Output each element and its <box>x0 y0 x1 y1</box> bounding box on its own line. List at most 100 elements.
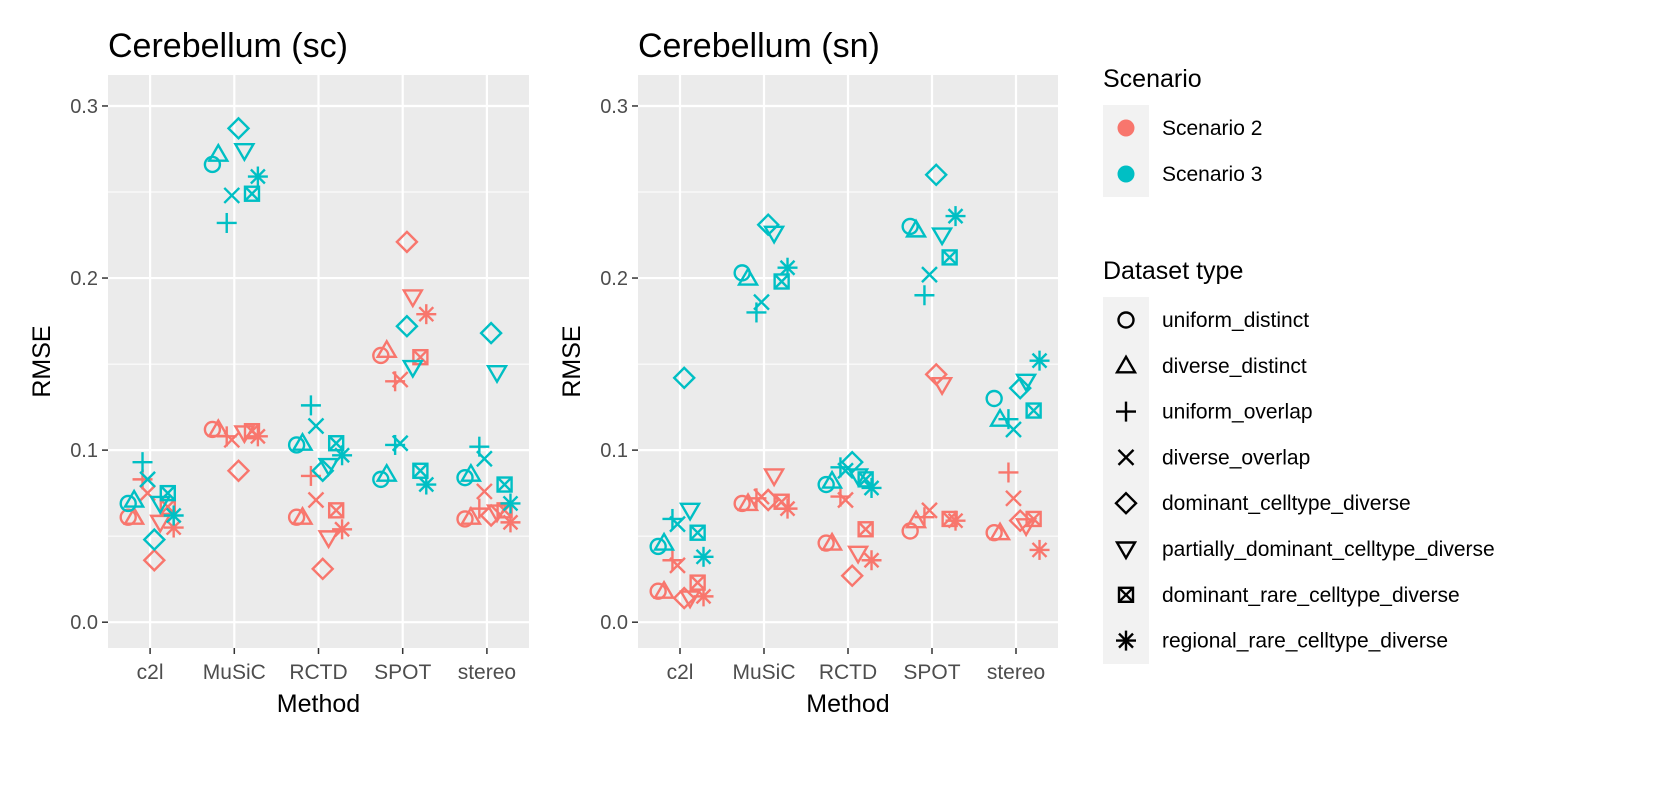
data-point-RCTD-circle <box>817 475 835 494</box>
x-axis-title: Method <box>277 690 360 718</box>
data-point-RCTD-triangle <box>291 505 314 525</box>
data-point-RCTD-asterisk <box>332 445 353 466</box>
data-point-c2l-triangle <box>652 531 676 551</box>
data-point-RCTD-asterisk <box>861 477 882 498</box>
data-point-RCTD-cross <box>837 462 854 480</box>
data-point-SPOT-asterisk <box>945 510 966 531</box>
data-point-SPOT-asterisk <box>416 304 437 325</box>
data-point-RCTD-triangle-down <box>317 457 340 477</box>
data-point-SPOT-cross <box>391 371 409 388</box>
data-point-MuSiC-plus <box>216 212 237 233</box>
legend-label: uniform_distinct <box>1162 309 1309 332</box>
chart-title: Cerebellum (sc) <box>108 27 348 65</box>
data-point-c2l-diamond <box>142 548 167 572</box>
data-point-MuSiC-triangle <box>736 266 760 286</box>
legend-key-bg <box>1103 105 1149 197</box>
legend-label: partially_dominant_celltype_diverse <box>1162 538 1495 561</box>
data-point-RCTD-triangle-down <box>317 530 340 550</box>
data-point-stereo-square-cross <box>1025 510 1042 528</box>
legend-label: dominant_celltype_diverse <box>1162 492 1411 515</box>
data-point-RCTD-diamond <box>311 557 335 581</box>
data-point-stereo-triangle <box>459 462 482 482</box>
y-tick-label: 0.2 <box>600 268 628 290</box>
legend-key-circle-icon <box>1117 311 1135 329</box>
x-tick-label-stereo: stereo <box>458 661 516 684</box>
data-point-RCTD-triangle <box>291 431 314 451</box>
data-point-RCTD-cross <box>307 491 325 509</box>
data-point-SPOT-diamond <box>924 163 948 187</box>
data-point-SPOT-diamond <box>395 230 419 254</box>
legend-key-asterisk-icon <box>1116 630 1136 651</box>
data-point-MuSiC-triangle-down <box>762 225 786 245</box>
data-point-SPOT-triangle <box>375 462 398 482</box>
data-point-RCTD-cross <box>837 491 854 509</box>
data-point-RCTD-asterisk <box>861 550 882 571</box>
data-point-SPOT-circle <box>901 217 919 236</box>
data-point-MuSiC-square-cross <box>243 185 261 202</box>
data-point-SPOT-square-cross <box>941 249 958 266</box>
legend-label: uniform_overlap <box>1162 401 1313 424</box>
legend-key-triangle-down-icon <box>1114 541 1138 561</box>
data-point-stereo-cross <box>1005 421 1022 438</box>
data-point-SPOT-plus <box>914 507 935 528</box>
y-tick-label: 0.0 <box>70 612 98 634</box>
data-point-stereo-cross <box>1005 489 1022 507</box>
data-point-stereo-cross <box>476 450 493 468</box>
data-point-stereo-triangle <box>459 505 482 525</box>
data-point-MuSiC-asterisk <box>247 426 268 447</box>
data-point-c2l-diamond <box>672 586 696 610</box>
data-point-c2l-circle <box>649 537 667 556</box>
data-point-SPOT-circle <box>372 346 390 365</box>
data-point-stereo-triangle <box>988 521 1012 541</box>
data-point-SPOT-cross <box>921 266 938 283</box>
data-point-c2l-asterisk <box>693 586 714 607</box>
data-point-MuSiC-asterisk <box>777 257 798 278</box>
data-point-stereo-triangle-down <box>485 364 509 385</box>
legend-label: Scenario 3 <box>1162 163 1262 186</box>
x-tick-label-c2l: c2l <box>137 661 164 684</box>
data-point-RCTD-triangle <box>820 469 844 489</box>
data-point-SPOT-triangle-down <box>401 289 424 309</box>
x-tick-label-RCTD: RCTD <box>289 661 347 684</box>
y-axis-title: RMSE <box>558 325 586 397</box>
data-point-stereo-asterisk <box>500 512 521 533</box>
x-axis-title: Method <box>806 690 889 718</box>
data-point-MuSiC-triangle-down <box>233 143 256 163</box>
data-point-SPOT-asterisk <box>416 474 437 495</box>
data-point-stereo-asterisk <box>1029 350 1050 371</box>
data-point-stereo-triangle-down <box>1014 373 1038 393</box>
data-point-c2l-triangle <box>652 579 676 599</box>
data-point-MuSiC-cross <box>223 187 241 204</box>
data-point-RCTD-triangle-down <box>846 545 870 565</box>
y-tick-label: 0.0 <box>600 612 628 634</box>
data-point-c2l-triangle <box>123 488 146 508</box>
legend-key-scenario-2 <box>1117 119 1135 137</box>
data-point-RCTD-asterisk <box>332 519 353 540</box>
data-point-c2l-triangle-down <box>678 590 702 610</box>
data-point-MuSiC-asterisk <box>777 498 798 519</box>
legend-title-scenario: Scenario <box>1103 65 1202 93</box>
data-point-RCTD-diamond <box>840 450 864 474</box>
legend-key-cross-icon <box>1117 449 1135 466</box>
x-tick-label-MuSiC: MuSiC <box>203 661 266 684</box>
chart-title: Cerebellum (sn) <box>638 27 880 65</box>
data-point-MuSiC-triangle <box>736 492 760 512</box>
legend-key-diamond-icon <box>1114 491 1138 515</box>
data-point-RCTD-diamond <box>311 459 335 483</box>
x-tick-label-SPOT: SPOT <box>374 661 431 684</box>
panel-cerebellum-sc: 0.0 0.1 0.2 0.3 c2l MuSiC RCTD SPOT stereo Cerebe… <box>28 27 529 718</box>
data-point-RCTD-circle <box>287 436 306 454</box>
data-point-MuSiC-cross <box>223 431 241 449</box>
data-point-c2l-diamond <box>672 366 696 390</box>
data-point-MuSiC-diamond <box>226 459 251 483</box>
data-point-MuSiC-diamond <box>756 213 780 237</box>
data-point-RCTD-square-cross <box>857 521 874 538</box>
data-point-RCTD-cross <box>307 417 325 435</box>
data-point-stereo-square-cross <box>1025 402 1042 419</box>
legend-key-bg <box>1103 297 1149 664</box>
legend-label: regional_rare_celltype_diverse <box>1162 630 1448 653</box>
data-point-c2l-triangle <box>123 505 146 525</box>
y-tick-label: 0.1 <box>600 440 628 462</box>
data-point-stereo-cross <box>476 483 493 500</box>
